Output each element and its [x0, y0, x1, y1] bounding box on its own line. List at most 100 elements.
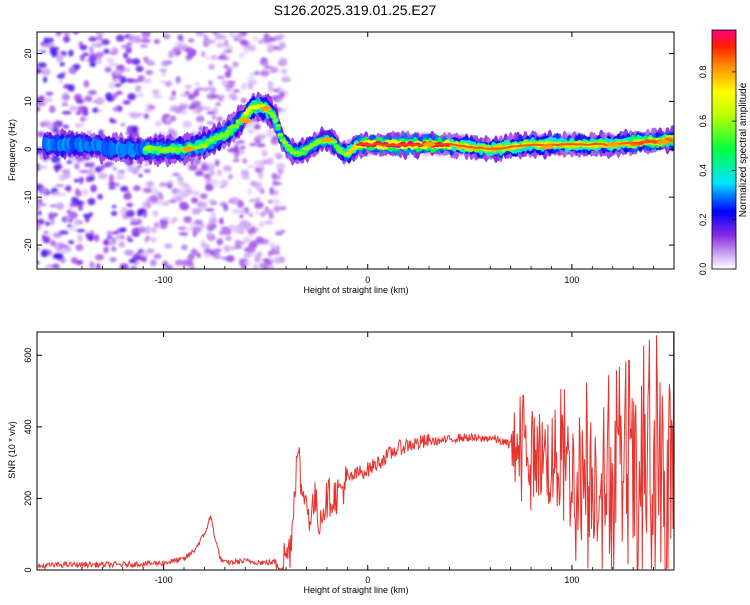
noise-speck — [193, 82, 201, 86]
noise-speck — [160, 68, 166, 72]
noise-speck — [142, 213, 148, 218]
noise-speck — [89, 174, 95, 182]
noise-speck — [94, 166, 103, 173]
noise-speck — [152, 210, 159, 217]
noise-speck — [123, 52, 129, 59]
snr-x-label: Height of straight line (km) — [303, 585, 408, 595]
noise-speck — [171, 172, 181, 177]
signal-cell — [147, 149, 154, 153]
noise-speck — [266, 157, 274, 166]
noise-speck — [124, 249, 134, 256]
noise-speck — [193, 89, 200, 97]
signal-cell — [350, 146, 357, 150]
noise-speck — [108, 81, 116, 90]
noise-speck — [267, 85, 274, 92]
noise-speck — [214, 159, 220, 167]
noise-speck — [185, 188, 194, 196]
noise-speck — [216, 238, 224, 246]
noise-speck — [204, 183, 214, 192]
signal-cell — [277, 133, 284, 137]
noise-speck — [106, 230, 113, 237]
noise-speck — [37, 100, 47, 107]
noise-speck — [137, 164, 142, 169]
noise-speck — [84, 214, 90, 223]
noise-speck — [75, 188, 80, 195]
noise-speck — [260, 188, 265, 195]
noise-speck — [43, 232, 52, 236]
noise-speck — [141, 32, 151, 38]
noise-speck — [246, 164, 257, 169]
noise-speck — [64, 215, 72, 223]
signal-hotspot — [606, 142, 619, 148]
signal-cell — [274, 123, 281, 127]
noise-speck — [228, 32, 235, 38]
noise-speck — [208, 162, 215, 171]
noise-speck — [50, 239, 56, 247]
signal-cell — [233, 124, 240, 129]
noise-speck — [56, 73, 65, 80]
noise-speck — [111, 205, 117, 209]
noise-speck — [175, 76, 181, 84]
noise-speck — [265, 129, 275, 137]
noise-speck — [139, 38, 150, 43]
noise-speck — [95, 59, 102, 64]
noise-speck — [178, 232, 188, 236]
noise-speck — [141, 250, 150, 258]
signal-cell — [311, 142, 318, 147]
noise-speck — [163, 113, 171, 119]
noise-speck — [197, 117, 203, 122]
signal-cell — [333, 144, 340, 148]
noise-speck — [131, 58, 141, 65]
noise-speck — [254, 167, 263, 174]
noise-speck — [201, 162, 207, 170]
noise-speck — [132, 125, 139, 133]
noise-speck — [252, 35, 258, 42]
noise-speck — [229, 92, 236, 98]
noise-speck — [37, 131, 45, 138]
noise-speck — [37, 106, 40, 112]
noise-speck — [249, 142, 257, 147]
noise-speck — [40, 249, 48, 258]
signal-cell — [272, 118, 279, 123]
noise-speck — [42, 119, 50, 124]
noise-speck — [63, 35, 71, 43]
noise-speck — [216, 116, 224, 123]
noise-speck — [104, 163, 110, 168]
noise-speck — [55, 242, 65, 246]
noise-speck — [103, 238, 111, 246]
noise-speck — [270, 137, 279, 145]
noise-speck — [223, 204, 229, 212]
noise-speck — [164, 201, 169, 207]
noise-speck — [37, 260, 40, 265]
noise-speck — [189, 264, 195, 269]
noise-speck — [221, 50, 228, 57]
noise-speck — [171, 217, 178, 223]
noise-speck — [105, 92, 113, 100]
noise-speck — [61, 110, 72, 115]
noise-speck — [242, 158, 248, 164]
noise-speck — [246, 121, 256, 128]
noise-speck — [119, 227, 127, 233]
noise-speck — [237, 222, 246, 231]
noise-speck — [219, 184, 226, 189]
noise-speck — [151, 187, 159, 196]
colorbar-tick-label: 0.8 — [698, 66, 708, 79]
noise-speck — [95, 97, 105, 105]
noise-speck — [80, 116, 85, 122]
signal-cell — [223, 132, 230, 138]
noise-speck — [168, 130, 176, 135]
noise-speck — [191, 207, 202, 215]
noise-speck — [41, 43, 52, 48]
noise-speck — [189, 221, 196, 229]
noise-speck — [247, 228, 256, 235]
noise-speck — [147, 104, 156, 110]
noise-speck — [199, 223, 205, 229]
noise-speck — [128, 34, 136, 43]
noise-speck — [48, 212, 56, 221]
noise-speck — [261, 149, 268, 157]
noise-speck — [181, 259, 192, 267]
noise-speck — [126, 202, 134, 208]
noise-speck — [89, 46, 94, 54]
noise-speck — [234, 141, 240, 146]
